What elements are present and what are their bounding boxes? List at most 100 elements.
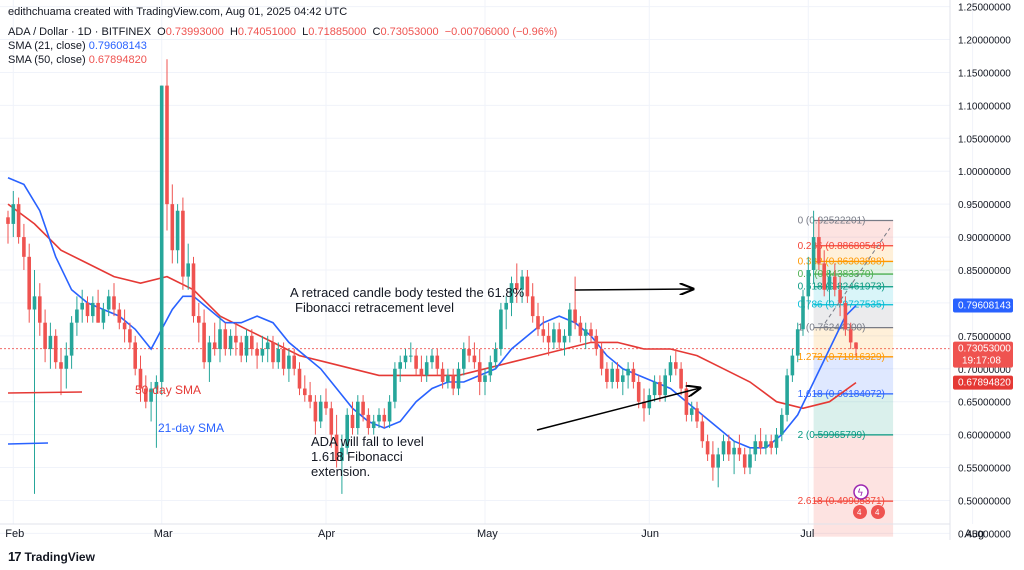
candle[interactable] xyxy=(790,349,795,382)
candle[interactable] xyxy=(594,329,599,356)
candle[interactable] xyxy=(769,434,773,455)
candle[interactable] xyxy=(366,408,371,435)
lightning-event-icon[interactable] xyxy=(853,484,869,500)
candle[interactable] xyxy=(615,362,620,389)
sma21-legend[interactable]: SMA (21, close) 0.79608143 xyxy=(8,40,147,52)
candle[interactable] xyxy=(509,276,514,317)
candle[interactable] xyxy=(27,243,31,323)
candle[interactable] xyxy=(308,381,312,409)
candle[interactable] xyxy=(393,362,397,409)
candle[interactable] xyxy=(424,355,429,382)
candle[interactable] xyxy=(562,329,567,356)
fibonacci-levels[interactable]: 0 (0.92522201) 0.236 (0.88680543) 0.382 (0… xyxy=(798,215,894,507)
candle[interactable] xyxy=(774,428,779,455)
candle[interactable] xyxy=(817,217,821,270)
candle[interactable] xyxy=(356,395,360,435)
candle[interactable] xyxy=(32,270,37,494)
candle[interactable] xyxy=(695,401,699,429)
arrow-to-fib[interactable] xyxy=(574,289,693,290)
candle[interactable] xyxy=(64,342,69,389)
candle[interactable] xyxy=(186,243,190,290)
candle[interactable] xyxy=(833,263,837,297)
candle[interactable] xyxy=(589,322,593,343)
candle[interactable] xyxy=(228,329,233,356)
candle[interactable] xyxy=(737,434,742,461)
flag-event-icon-b[interactable] xyxy=(871,505,885,519)
candle[interactable] xyxy=(822,250,826,297)
candle[interactable] xyxy=(848,322,853,350)
candle[interactable] xyxy=(689,401,694,422)
candle[interactable] xyxy=(117,302,122,330)
event-markers[interactable]: ϟ 4 4 xyxy=(853,484,885,519)
candle[interactable] xyxy=(435,349,440,376)
candle[interactable] xyxy=(218,316,222,363)
candle[interactable] xyxy=(382,408,387,429)
candle[interactable] xyxy=(854,342,858,357)
candle[interactable] xyxy=(583,322,588,350)
candle[interactable] xyxy=(753,434,758,461)
price-axis[interactable]: 0.45000000 0.50000000 0.55000000 0.60000000… xyxy=(958,3,1011,541)
candle[interactable] xyxy=(181,197,185,290)
candle[interactable] xyxy=(75,296,79,336)
candle[interactable] xyxy=(780,408,784,442)
candle[interactable] xyxy=(477,349,482,396)
left-hline-blue[interactable] xyxy=(7,442,49,445)
candle[interactable] xyxy=(53,329,58,369)
candle[interactable] xyxy=(223,322,228,356)
candle[interactable] xyxy=(573,276,577,330)
candle[interactable] xyxy=(462,342,466,376)
candle[interactable] xyxy=(742,447,747,475)
candle[interactable] xyxy=(472,342,477,369)
candle[interactable] xyxy=(398,355,402,382)
candle[interactable] xyxy=(658,375,662,402)
candle[interactable] xyxy=(144,375,148,409)
candle[interactable] xyxy=(568,302,572,343)
candle[interactable] xyxy=(154,375,159,448)
candle[interactable] xyxy=(69,316,74,369)
candle[interactable] xyxy=(488,355,493,382)
candle[interactable] xyxy=(292,349,296,376)
candle[interactable] xyxy=(59,349,63,396)
candle[interactable] xyxy=(525,270,530,303)
candle[interactable] xyxy=(578,316,583,343)
candle[interactable] xyxy=(843,296,848,336)
arrow-up-trend[interactable] xyxy=(536,388,700,431)
candle[interactable] xyxy=(838,276,842,317)
candle[interactable] xyxy=(340,434,344,494)
symbol-name[interactable]: ADA / Dollar · 1D · BITFINEX xyxy=(8,26,152,38)
candle[interactable] xyxy=(679,362,683,396)
candle[interactable] xyxy=(446,368,450,389)
candle[interactable] xyxy=(318,395,323,429)
candle[interactable] xyxy=(313,395,318,435)
candle[interactable] xyxy=(250,329,254,356)
candle[interactable] xyxy=(732,441,736,475)
candle[interactable] xyxy=(297,362,302,396)
candle[interactable] xyxy=(541,316,546,343)
candle[interactable] xyxy=(6,210,10,244)
candle[interactable] xyxy=(260,335,265,363)
tradingview-brand[interactable]: 17 TradingView xyxy=(8,549,95,564)
candle[interactable] xyxy=(631,362,636,389)
candle[interactable] xyxy=(387,395,392,429)
fib-trend-line[interactable] xyxy=(824,227,891,324)
candle[interactable] xyxy=(499,302,503,356)
candle[interactable] xyxy=(700,414,705,448)
candle[interactable] xyxy=(727,434,731,461)
candle[interactable] xyxy=(371,414,376,435)
candle[interactable] xyxy=(409,342,413,363)
time-axis[interactable]: Feb Mar Apr May Jun Jul Aug xyxy=(5,528,984,540)
candle[interactable] xyxy=(684,381,689,422)
candle[interactable] xyxy=(96,289,100,323)
candle[interactable] xyxy=(795,322,800,363)
candle[interactable] xyxy=(85,296,90,323)
candle[interactable] xyxy=(811,210,816,284)
candle[interactable] xyxy=(626,362,630,389)
candle[interactable] xyxy=(764,434,768,455)
candle[interactable] xyxy=(350,401,355,435)
left-hline-red[interactable] xyxy=(7,391,83,394)
candle[interactable] xyxy=(610,362,614,389)
candle[interactable] xyxy=(197,302,201,343)
candle[interactable] xyxy=(716,447,720,488)
sma50-legend[interactable]: SMA (50, close) 0.67894820 xyxy=(8,54,147,66)
candle[interactable] xyxy=(456,362,461,396)
